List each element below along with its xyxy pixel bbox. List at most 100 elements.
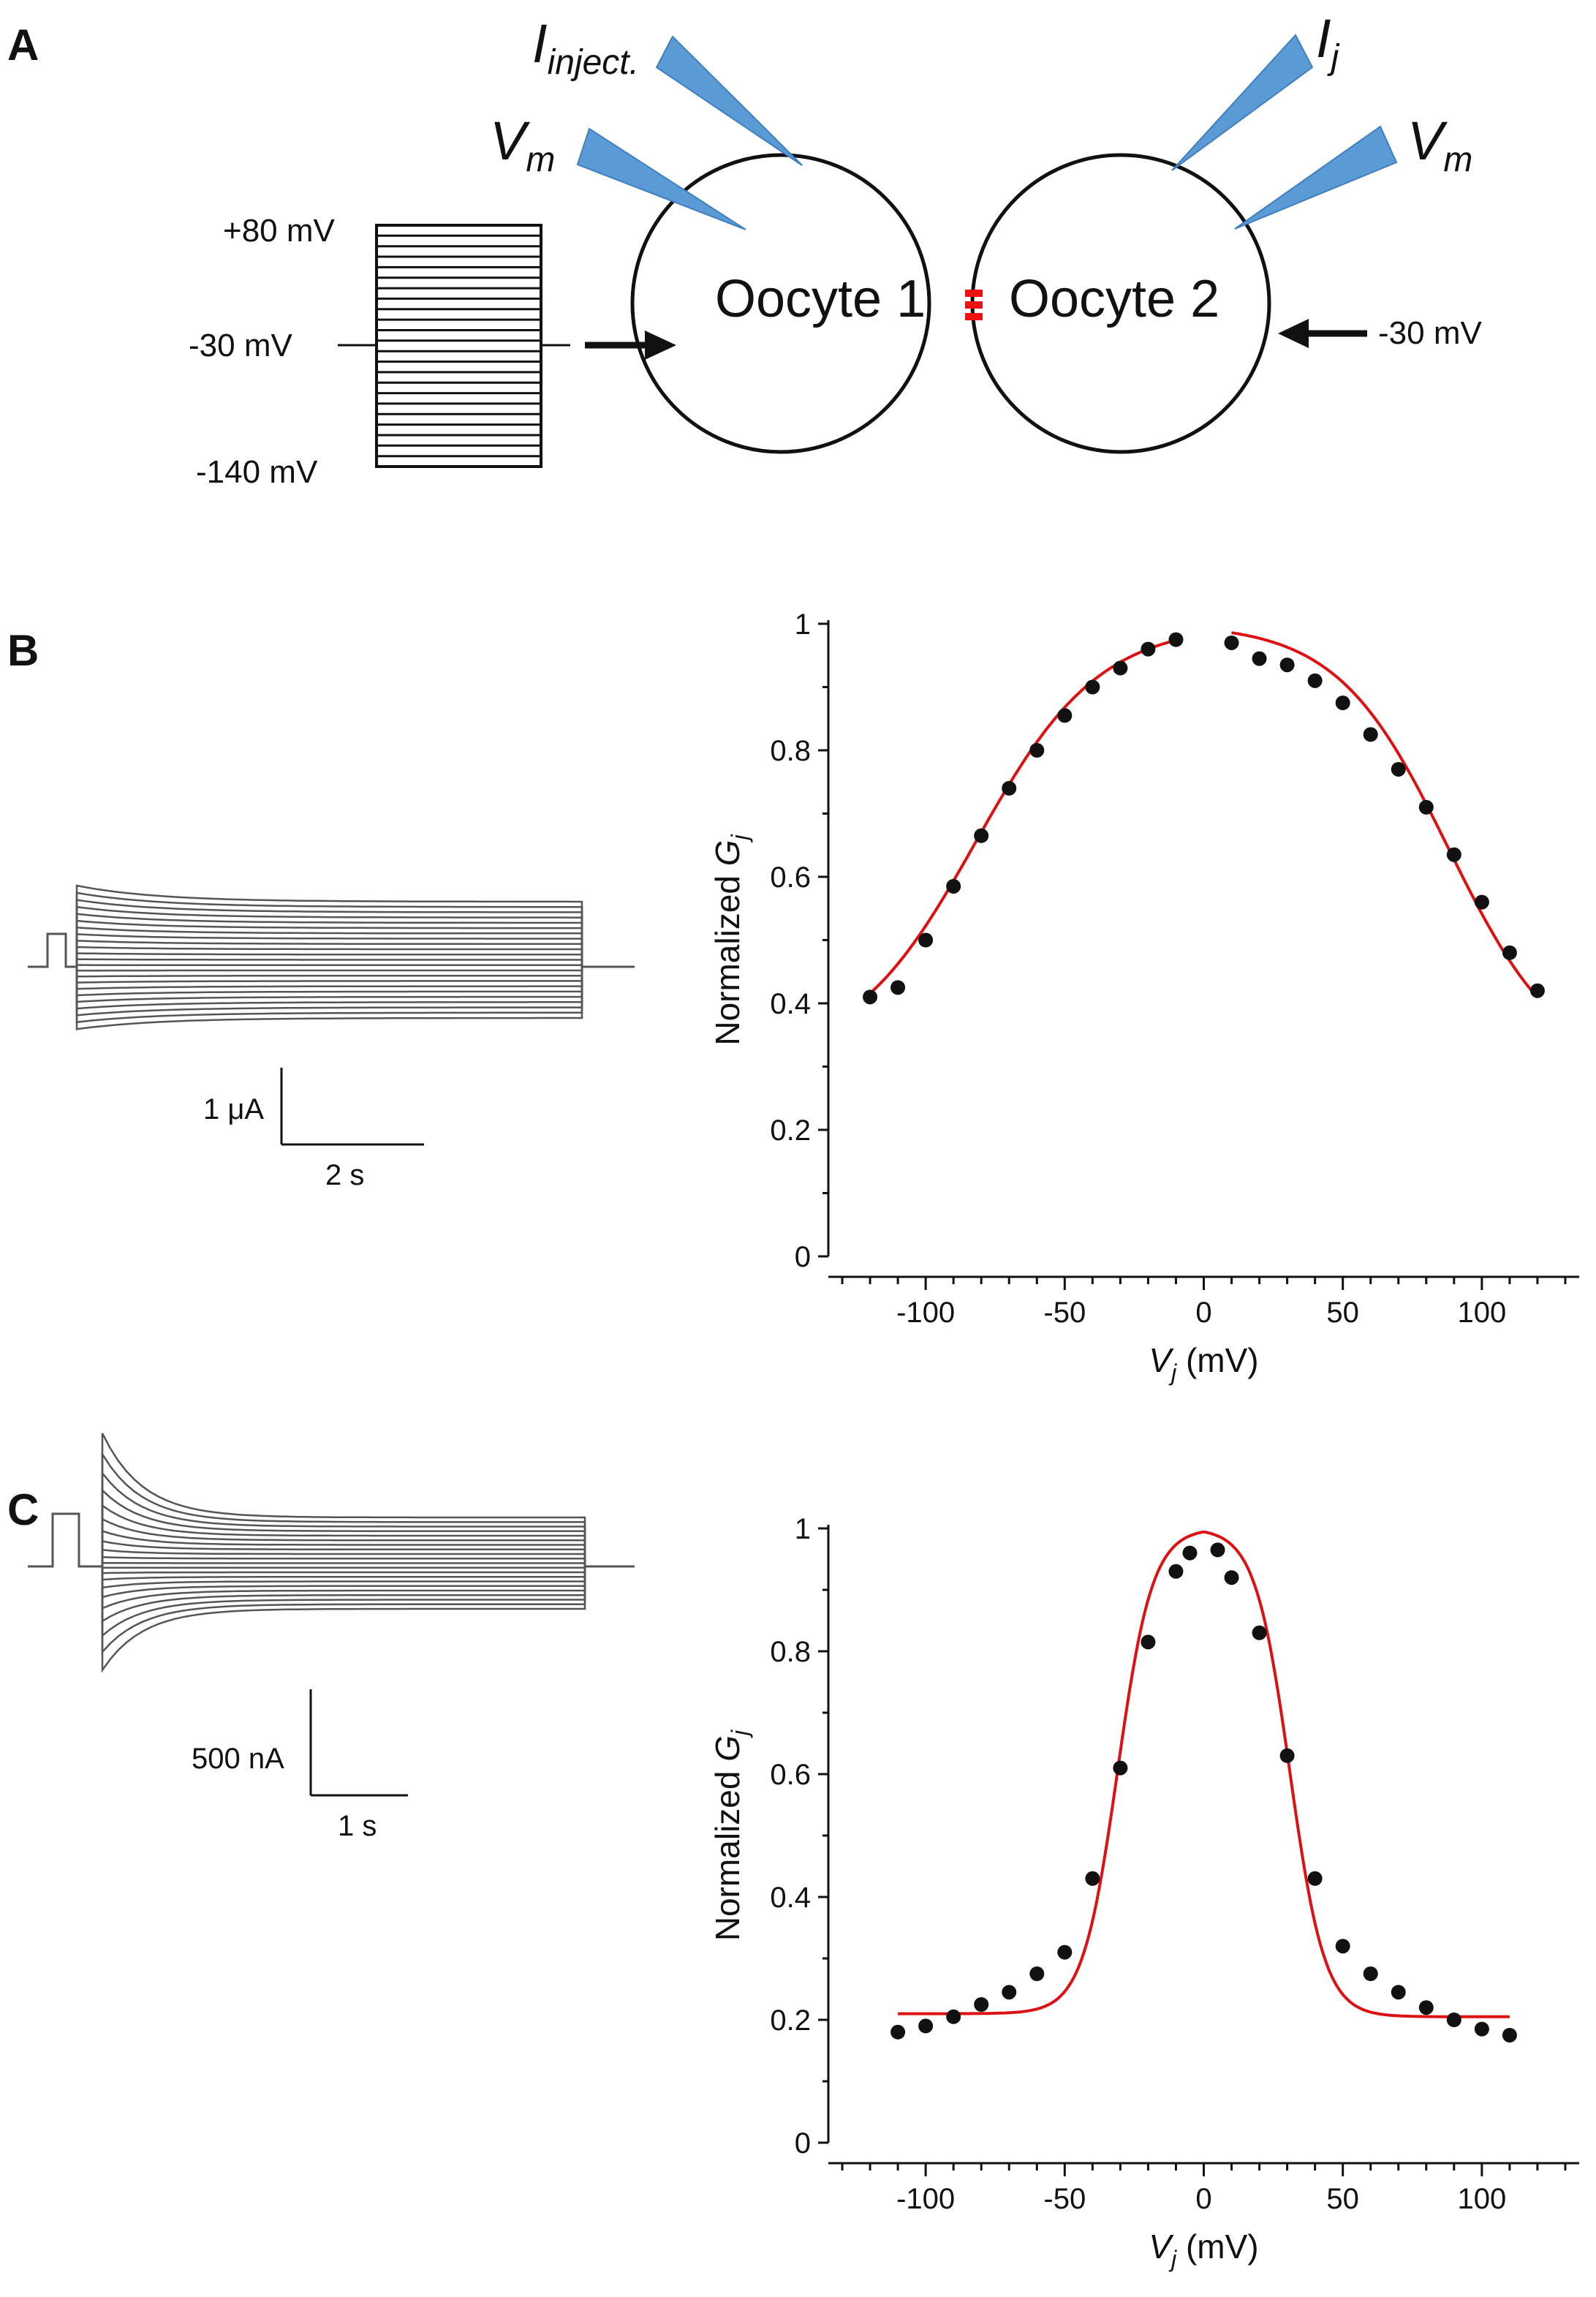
vm-right-label: Vm bbox=[1407, 110, 1472, 179]
current-trace bbox=[101, 1549, 586, 1566]
data-point bbox=[1279, 1748, 1295, 1763]
oocyte-1-label: Oocyte 1 bbox=[715, 270, 926, 328]
current-trace bbox=[75, 952, 583, 967]
scalebar-b-time-label: 2 s bbox=[325, 1159, 364, 1191]
y-tick-label: 0.6 bbox=[770, 861, 811, 894]
current-trace bbox=[75, 967, 583, 984]
current-trace bbox=[75, 946, 583, 967]
data-point bbox=[946, 878, 961, 894]
x-axis-label: Vj (mV) bbox=[1149, 1341, 1258, 1386]
data-point bbox=[918, 932, 934, 948]
current-trace bbox=[75, 967, 583, 972]
current-trace bbox=[101, 1566, 586, 1638]
protocol-box bbox=[375, 224, 542, 468]
ij-electrode-icon bbox=[1171, 34, 1314, 171]
ij-label: Ij bbox=[1316, 8, 1340, 77]
current-trace bbox=[75, 958, 583, 967]
y-tick-label: 0.8 bbox=[770, 1636, 811, 1668]
oocyte-2-label: Oocyte 2 bbox=[1009, 270, 1219, 328]
fit-curve-negative bbox=[898, 1530, 1204, 2015]
panel-letter-b: B bbox=[7, 626, 39, 675]
current-trace bbox=[101, 1566, 586, 1599]
data-point bbox=[1168, 1564, 1184, 1579]
panel-letter-a: A bbox=[7, 20, 39, 69]
current-trace bbox=[75, 967, 583, 1017]
data-point bbox=[1335, 695, 1350, 711]
current-trace bbox=[75, 940, 583, 967]
trace-prepulse bbox=[28, 1512, 102, 1568]
current-traces-b bbox=[28, 884, 635, 1030]
protocol-bottom-label: -140 mV bbox=[196, 454, 318, 490]
x-tick-label: 100 bbox=[1457, 1297, 1506, 1329]
current-trace bbox=[101, 1566, 586, 1569]
data-point bbox=[918, 2018, 934, 2034]
y-tick-label: 0 bbox=[795, 1241, 811, 1273]
data-point bbox=[1418, 799, 1434, 815]
current-trace bbox=[101, 1566, 586, 1610]
data-point bbox=[1307, 673, 1323, 688]
y-axis-label: Normalized Gj bbox=[708, 834, 753, 1045]
scalebar-c-time-label: 1 s bbox=[338, 1810, 377, 1842]
gj-vj-chart-b: 0 0.2 0.4 0.6 0.8 1 -100 -50 0 50 100 Vj (mV) Normal… bbox=[708, 608, 1579, 1386]
current-trace bbox=[75, 933, 583, 967]
y-tick-label: 0.2 bbox=[770, 2004, 811, 2037]
data-point bbox=[1057, 708, 1073, 723]
arrow-left-icon bbox=[1278, 319, 1367, 348]
data-point bbox=[1029, 743, 1045, 758]
x-tick-label: -50 bbox=[1043, 2183, 1086, 2215]
x-tick-label: -100 bbox=[896, 1297, 955, 1329]
data-point bbox=[1335, 1939, 1350, 1954]
x-tick-label: 50 bbox=[1326, 1297, 1359, 1329]
trace-prepulse bbox=[28, 932, 77, 968]
data-point bbox=[1085, 679, 1100, 695]
oocyte-1-cell bbox=[630, 153, 931, 454]
current-trace bbox=[101, 1433, 586, 1566]
x-tick-label: -50 bbox=[1043, 1297, 1086, 1329]
data-point bbox=[1307, 1871, 1323, 1886]
current-trace bbox=[75, 967, 583, 1010]
current-trace bbox=[75, 913, 583, 967]
data-point bbox=[1391, 761, 1406, 777]
current-trace bbox=[75, 967, 583, 1030]
arrow-right-icon bbox=[585, 331, 676, 360]
current-trace bbox=[101, 1566, 586, 1581]
gj-vj-chart-c: 0 0.2 0.4 0.6 0.8 1 -100 -50 0 50 100 Vj (mV) Normal… bbox=[708, 1513, 1579, 2272]
data-point bbox=[1182, 1545, 1198, 1561]
y-axis-label: Normalized Gj bbox=[708, 1730, 753, 1941]
data-point bbox=[1057, 1945, 1073, 1960]
y-tick-label: 0 bbox=[795, 2127, 811, 2160]
current-trace bbox=[101, 1566, 586, 1673]
protocol-hold-label: -30 mV bbox=[189, 328, 292, 363]
data-point bbox=[1113, 1760, 1128, 1776]
current-trace bbox=[101, 1517, 586, 1566]
current-trace bbox=[101, 1504, 586, 1566]
data-point bbox=[1363, 1966, 1378, 1981]
panel-letter-c: C bbox=[7, 1485, 39, 1534]
gap-junction-icon bbox=[965, 290, 983, 320]
fit-curve-positive bbox=[1203, 1530, 1510, 2018]
vm-electrode-left-icon bbox=[576, 127, 746, 230]
data-point bbox=[890, 2024, 906, 2040]
current-trace bbox=[101, 1566, 586, 1655]
injection-electrode-icon bbox=[655, 35, 803, 166]
current-trace bbox=[75, 967, 583, 978]
current-trace bbox=[75, 926, 583, 967]
data-point bbox=[1446, 2013, 1461, 2027]
y-tick-label: 0.4 bbox=[770, 1882, 811, 1914]
data-point bbox=[1502, 2028, 1517, 2043]
current-trace bbox=[75, 919, 583, 967]
current-trace bbox=[75, 964, 583, 967]
x-tick-label: 100 bbox=[1457, 2183, 1506, 2215]
y-tick-label: 0.8 bbox=[770, 735, 811, 767]
current-trace bbox=[101, 1488, 586, 1566]
protocol-top-label: +80 mV bbox=[223, 213, 336, 249]
data-point bbox=[863, 989, 878, 1005]
data-point bbox=[974, 828, 989, 843]
current-trace bbox=[75, 967, 583, 997]
y-tick-label: 0.4 bbox=[770, 988, 811, 1020]
current-trace bbox=[101, 1555, 586, 1566]
data-point bbox=[1502, 945, 1517, 960]
y-tick-label: 1 bbox=[795, 608, 811, 641]
fit-curve-positive bbox=[1231, 631, 1539, 999]
schematic-panel: Oocyte 1 Oocyte 2 Iinject. Vm Ij Vm +80 … bbox=[189, 8, 1482, 490]
